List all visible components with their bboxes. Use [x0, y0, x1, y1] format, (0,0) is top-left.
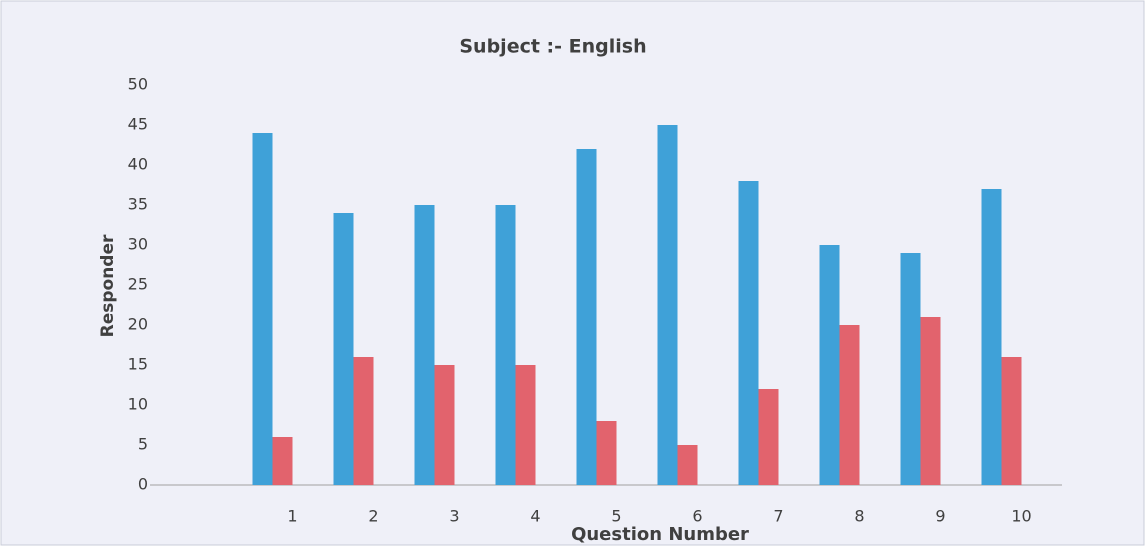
bar: [657, 125, 678, 485]
bar: [272, 437, 293, 485]
x-axis-label: Question Number: [571, 524, 749, 545]
y-tick-label: 15: [128, 355, 148, 374]
bar: [576, 149, 597, 485]
x-tick-label: 10: [1011, 507, 1031, 526]
bar: [252, 133, 273, 485]
x-tick-label: 9: [935, 507, 945, 526]
y-tick-label: 45: [128, 115, 148, 134]
bar: [495, 205, 516, 485]
x-tick-label: 4: [530, 507, 540, 526]
x-tick-label: 2: [368, 507, 378, 526]
bar: [434, 365, 455, 485]
bar: [333, 213, 354, 485]
bar: [1001, 357, 1022, 485]
x-tick-label: 1: [287, 507, 297, 526]
y-tick-label: 35: [128, 195, 148, 214]
x-tick-label: 8: [854, 507, 864, 526]
y-tick-label: 5: [138, 435, 148, 454]
bar: [839, 325, 860, 485]
y-tick-label: 0: [138, 475, 148, 494]
bar: [414, 205, 435, 485]
chart-title: Subject :- English: [459, 36, 646, 58]
x-tick-label: 7: [773, 507, 783, 526]
y-tick-label: 30: [128, 235, 148, 254]
bar: [677, 445, 698, 485]
bar: [353, 357, 374, 485]
x-tick-label: 5: [611, 507, 621, 526]
y-tick-label: 10: [128, 395, 148, 414]
bar: [738, 181, 759, 485]
y-tick-label: 40: [128, 155, 148, 174]
y-tick-label: 25: [128, 275, 148, 294]
bar: [900, 253, 921, 485]
bar: [920, 317, 941, 485]
x-tick-label: 3: [449, 507, 459, 526]
bar: [981, 189, 1002, 485]
bar: [758, 389, 779, 485]
y-tick-label: 20: [128, 315, 148, 334]
bar: [515, 365, 536, 485]
y-axis-label: Responder: [98, 234, 118, 337]
y-tick-label: 50: [128, 75, 148, 94]
x-tick-label: 6: [692, 507, 702, 526]
bar: [819, 245, 840, 485]
bar: [596, 421, 617, 485]
